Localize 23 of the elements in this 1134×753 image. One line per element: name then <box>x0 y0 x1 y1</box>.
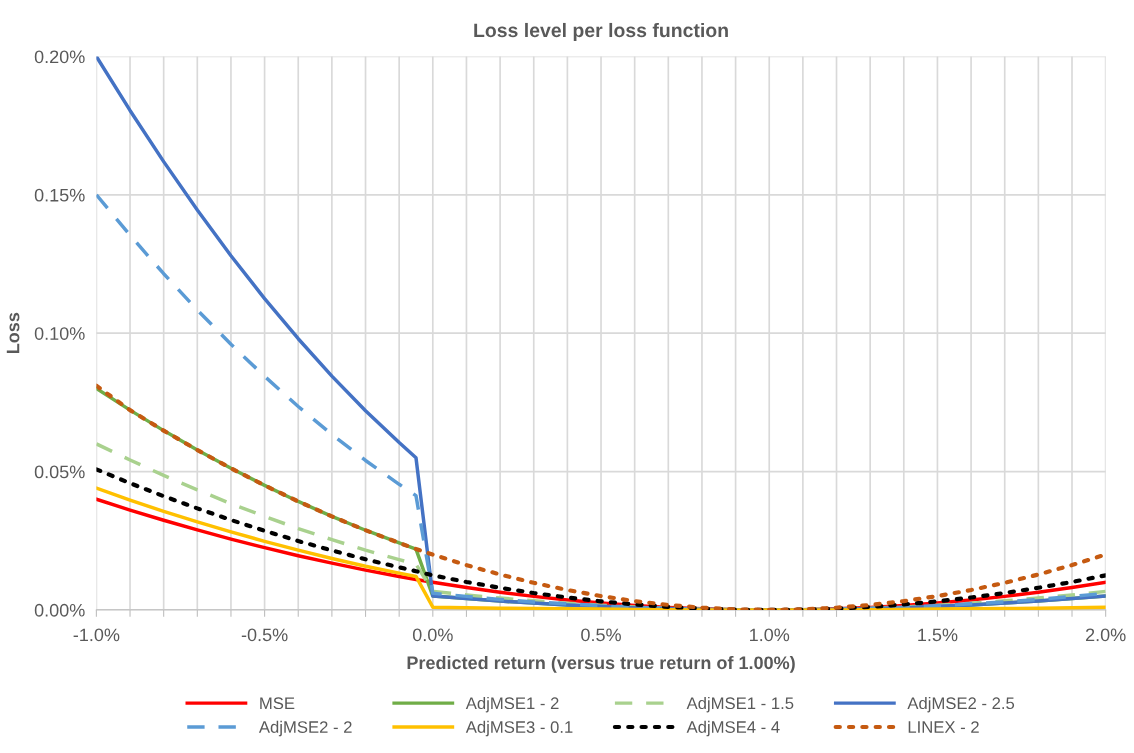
legend-label: LINEX - 2 <box>908 721 979 733</box>
x-axis-title: Predicted return (versus true return of 1.00%) <box>407 655 795 673</box>
x-tick-label: -0.5% <box>241 628 288 642</box>
y-tick-label: 0.05% <box>34 465 85 479</box>
chart-title: Loss level per loss function <box>474 22 728 42</box>
legend-label: AdjMSE4 - 4 <box>686 720 780 737</box>
legend-label: AdjMSE1 - 1.5 <box>686 696 794 713</box>
legend-label: MSE <box>260 697 295 710</box>
legend-label: AdjMSE1 - 2 <box>465 696 559 713</box>
x-tick-label: -1.0% <box>73 628 120 642</box>
y-tick-label: 0.20% <box>34 50 85 64</box>
legend-label: AdjMSE2 - 2 <box>258 720 352 737</box>
legend-label: AdjMSE3 - 0.1 <box>465 720 573 737</box>
x-tick-label: 0.0% <box>412 628 453 642</box>
x-tick-label: 2.0% <box>1085 628 1126 642</box>
x-tick-label: 1.0% <box>750 628 790 642</box>
x-tick-label: 1.5% <box>918 628 958 642</box>
y-tick-label: 0.10% <box>34 327 85 340</box>
y-axis-title: Loss <box>6 312 20 354</box>
y-tick-label: 0.00% <box>34 603 85 617</box>
legend-label: AdjMSE2 - 2.5 <box>907 696 1015 713</box>
y-tick-label: 0.15% <box>34 188 85 202</box>
x-tick-label: 0.5% <box>581 628 621 642</box>
